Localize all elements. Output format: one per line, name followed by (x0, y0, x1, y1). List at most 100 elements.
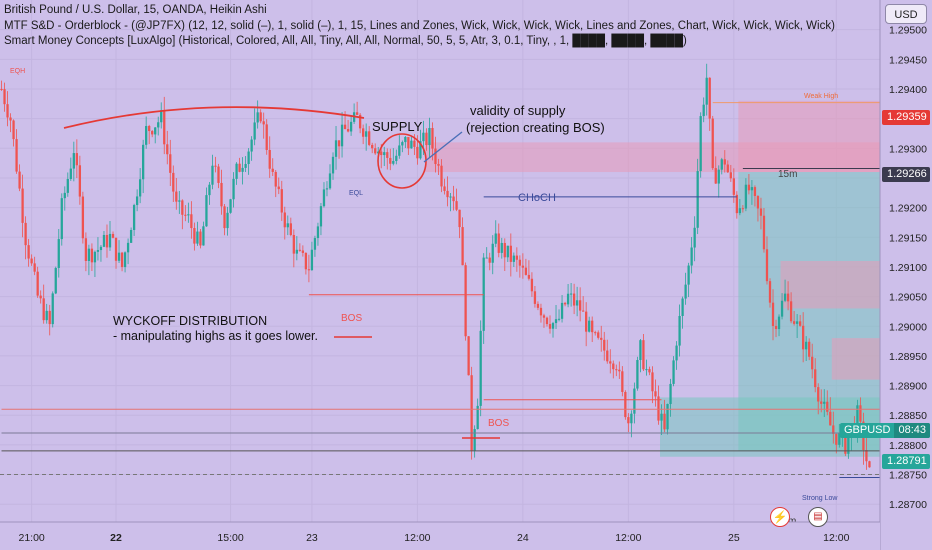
candle-body (566, 293, 570, 305)
time-axis-panel[interactable] (0, 522, 880, 550)
candle-body (283, 212, 286, 228)
candle-body (256, 112, 259, 123)
candle-body (45, 310, 48, 321)
candle-body (96, 250, 100, 252)
validity-arrow (423, 131, 463, 163)
candle-body (48, 310, 51, 325)
candle-body (389, 157, 392, 164)
candle-body (163, 110, 166, 145)
candle-body (392, 160, 395, 164)
candle-body (811, 356, 814, 370)
candle-body (90, 248, 94, 263)
candle-body (380, 151, 383, 156)
candle-body (395, 155, 398, 161)
candle-body (36, 271, 39, 296)
candle-body (630, 413, 633, 424)
symbol-price-badge: GBPUSD 08:43 (840, 423, 930, 438)
candle-body (708, 77, 711, 119)
price-tick-label: 1.28850 (889, 410, 927, 422)
candle-body (817, 387, 820, 402)
candle-body (624, 391, 627, 418)
candle-body (832, 425, 835, 434)
legend-indicator-orderblock[interactable]: MTF S&D - Orderblock - (@JP7FX) (12, 12,… (4, 19, 835, 32)
candle-body (114, 237, 118, 261)
candle-body (416, 146, 419, 159)
price-label-dark: 1.29266 (882, 167, 930, 182)
candle-body (476, 405, 479, 430)
candle-body (536, 303, 540, 308)
price-tick-label: 1.29200 (889, 203, 927, 215)
candle-body (199, 231, 202, 246)
candle-body (331, 156, 335, 174)
candle-body (865, 450, 868, 462)
candle-body (729, 172, 732, 179)
candle-body (654, 391, 657, 397)
candle-body (669, 383, 672, 405)
candle-body (485, 257, 488, 259)
candle-body (473, 429, 476, 451)
candle-body (247, 151, 250, 165)
candle-body (735, 194, 738, 214)
candle-body (346, 129, 350, 132)
price-tick-label: 1.29500 (889, 25, 927, 37)
legend-symbol-line[interactable]: British Pound / U.S. Dollar, 15, OANDA, … (4, 4, 267, 16)
candle-body (548, 324, 552, 329)
us-flag-icon[interactable]: ▤ (808, 507, 828, 527)
time-tick-label: 22 (110, 532, 122, 544)
candle-body (762, 215, 766, 250)
time-tick-label: 12:00 (823, 532, 849, 544)
candle-body (148, 125, 151, 132)
candle-body (319, 206, 323, 227)
candle-body (33, 263, 36, 272)
candle-body (554, 319, 558, 324)
candle-body (78, 165, 82, 197)
candle-body (491, 243, 494, 263)
time-tick-label: 25 (728, 532, 740, 544)
price-tick-label: 1.29400 (889, 84, 927, 96)
supply-annotation: SUPPLY (372, 119, 423, 134)
candle-body (108, 233, 112, 248)
candle-body (609, 361, 612, 364)
candle-body (455, 201, 458, 210)
price-tick-label: 1.28900 (889, 381, 927, 393)
candle-body (687, 265, 690, 285)
candle-body (563, 302, 567, 305)
candle-body (355, 112, 359, 115)
candle-body (780, 300, 784, 317)
candle-body (142, 144, 145, 180)
price-label-current: 1.28791 (882, 454, 930, 469)
candle-body (54, 267, 57, 294)
candle-body (178, 200, 181, 202)
candle-body (211, 165, 214, 185)
price-tick-label: 1.29450 (889, 54, 927, 66)
candle-body (410, 140, 413, 149)
candle-body (642, 340, 645, 370)
candle-body (117, 252, 121, 261)
candle-body (467, 336, 470, 376)
candle-body (280, 189, 283, 213)
candle-body (259, 112, 262, 122)
candle-body (747, 184, 751, 191)
legend-indicator-smc[interactable]: Smart Money Concepts [LuxAlgo] (Historic… (4, 35, 687, 47)
candle-body (506, 245, 509, 258)
candle-body (606, 350, 609, 362)
candle-body (771, 302, 775, 326)
currency-button[interactable]: USD (885, 4, 927, 24)
candle-body (419, 141, 422, 159)
candle-body (732, 178, 735, 195)
candle-body (307, 269, 311, 271)
candle-body (425, 132, 428, 146)
candle-body (705, 77, 708, 105)
candle-body (783, 293, 787, 301)
candle-body (265, 124, 268, 150)
candle-body (232, 178, 235, 200)
candle-body (123, 252, 127, 268)
candle-body (202, 226, 205, 246)
lightning-icon[interactable]: ⚡ (770, 507, 790, 527)
candle-body (777, 316, 781, 330)
time-tick-label: 24 (517, 532, 529, 544)
candle-body (449, 196, 452, 198)
candle-body (316, 226, 320, 239)
